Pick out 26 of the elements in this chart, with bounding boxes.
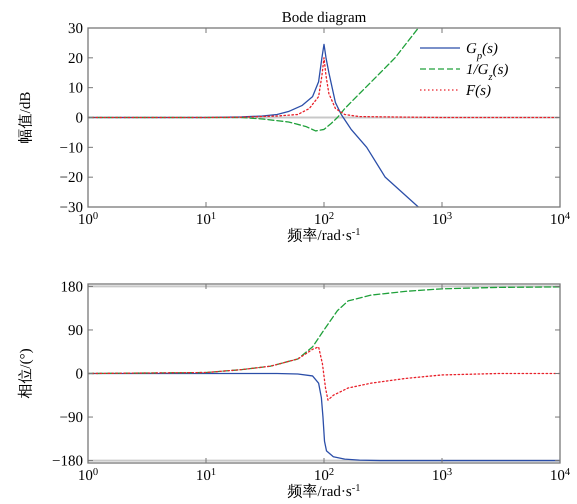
- y-tick-label: 0: [76, 110, 83, 126]
- chart-title: Bode diagram: [282, 10, 367, 26]
- y-tick-label: 180: [60, 279, 83, 296]
- x-tick-label: 10$^{3}$: [432, 210, 452, 228]
- y-tick-label: 90: [68, 322, 83, 339]
- y-tick-label: 20: [68, 50, 83, 67]
- x-axis-title: 频率/rad·s$^{-1}$: [288, 482, 360, 500]
- y-axis-title: 幅值/dB: [17, 92, 34, 144]
- legend-label: F(s): [465, 83, 491, 99]
- y-tick-label: 10: [68, 80, 83, 97]
- x-tick-label: 10$^{2}$: [314, 466, 334, 484]
- legend-label: 1/G$_{z}$(s): [466, 62, 508, 82]
- y-tick-label: 0: [76, 366, 83, 382]
- x-tick-label: 10$^{2}$: [314, 210, 334, 228]
- legend-label: G$_{p}$(s): [466, 41, 498, 62]
- x-tick-label: 10$^{4}$: [550, 466, 571, 484]
- y-axis-title: 相位/(°): [17, 348, 34, 399]
- x-axis-title: 频率/rad·s$^{-1}$: [288, 226, 360, 244]
- x-tick-label: 10$^{1}$: [196, 466, 216, 484]
- y-tick-label: 30: [68, 21, 83, 37]
- x-tick-label: 10$^{3}$: [432, 466, 452, 484]
- x-tick-label: 10$^{1}$: [196, 210, 216, 228]
- y-tick-label: −20: [60, 170, 83, 186]
- y-tick-label: −10: [60, 140, 83, 156]
- x-tick-label: 10$^{4}$: [550, 210, 571, 228]
- y-tick-label: −90: [60, 410, 83, 426]
